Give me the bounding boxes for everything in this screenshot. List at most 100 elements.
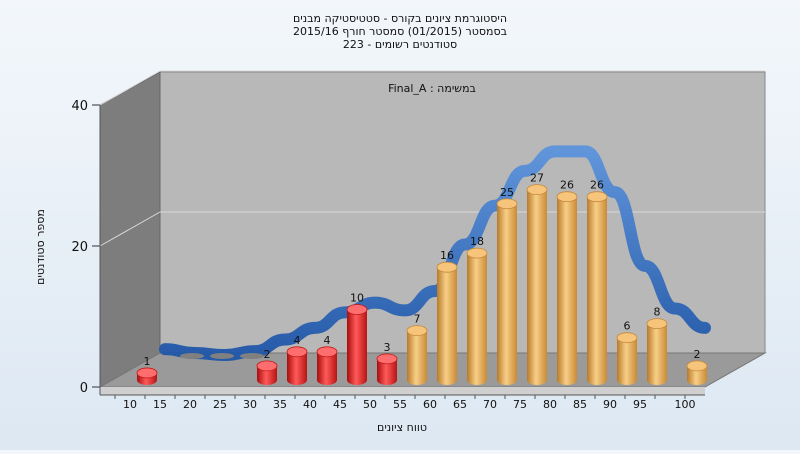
x-tick-label: 60 bbox=[423, 398, 437, 411]
bar-10: 1 bbox=[136, 355, 158, 385]
bar-cap bbox=[526, 184, 548, 196]
grid-line bbox=[99, 70, 161, 106]
bar-85: 26 bbox=[586, 179, 608, 385]
bar-cap bbox=[136, 367, 158, 379]
bar-body bbox=[617, 337, 637, 385]
bar-body bbox=[377, 358, 397, 385]
bar-empty bbox=[210, 353, 234, 359]
bar-value-label: 3 bbox=[384, 341, 391, 354]
bar-cap bbox=[466, 247, 488, 259]
bar-value-label: 16 bbox=[440, 249, 454, 262]
x-tick-label: 80 bbox=[543, 398, 557, 411]
bar-value-label: 25 bbox=[500, 186, 514, 199]
bar-value-label: 27 bbox=[530, 172, 544, 185]
grid-line bbox=[99, 211, 161, 247]
x-tick-label: 90 bbox=[603, 398, 617, 411]
y-axis-label: מספר סטודנטים bbox=[34, 209, 47, 285]
bar-value-label: 4 bbox=[324, 334, 331, 347]
bar-65: 18 bbox=[466, 235, 488, 385]
x-tick-label: 85 bbox=[573, 398, 587, 411]
x-tick-label: 55 bbox=[393, 398, 407, 411]
bar-cap bbox=[616, 332, 638, 344]
bar-cap bbox=[556, 191, 578, 203]
bar-body bbox=[527, 189, 547, 385]
bar-body bbox=[467, 253, 487, 385]
y-tick-label: 20 bbox=[71, 240, 88, 255]
bar-value-label: 2 bbox=[694, 348, 701, 361]
bar-value-label: 4 bbox=[294, 334, 301, 347]
x-axis-label: טווח ציונים bbox=[377, 421, 427, 434]
bar-cap bbox=[496, 198, 518, 210]
bar-value-label: 8 bbox=[654, 306, 661, 319]
x-tick-label: 45 bbox=[333, 398, 347, 411]
bar-cap bbox=[346, 304, 368, 315]
bar-100: 2 bbox=[686, 348, 708, 385]
bar-45: 10 bbox=[346, 292, 368, 385]
x-tick-label: 75 bbox=[513, 398, 527, 411]
x-tick-label: 50 bbox=[363, 398, 377, 411]
bar-cap bbox=[586, 191, 608, 203]
bar-value-label: 26 bbox=[560, 179, 574, 192]
bar-body bbox=[317, 351, 337, 385]
y-tick-label: 0 bbox=[80, 381, 88, 396]
bar-body bbox=[647, 323, 667, 385]
bar-75: 27 bbox=[526, 172, 548, 385]
bar-55: 7 bbox=[406, 313, 428, 385]
bar-empty bbox=[180, 353, 204, 359]
bar-body bbox=[497, 203, 517, 385]
chart-front-strip bbox=[100, 387, 705, 395]
bar-value-label: 18 bbox=[470, 235, 484, 248]
bar-body bbox=[407, 330, 427, 385]
bar-70: 25 bbox=[496, 186, 518, 385]
x-tick-label: 30 bbox=[243, 398, 257, 411]
bar-cap bbox=[256, 360, 278, 372]
bar-90: 6 bbox=[616, 320, 638, 385]
x-tick-label: 25 bbox=[213, 398, 227, 411]
x-tick-label: 40 bbox=[303, 398, 317, 411]
x-tick-label: 35 bbox=[273, 398, 287, 411]
bar-25 bbox=[240, 353, 264, 359]
x-tick-label: 95 bbox=[633, 398, 647, 411]
bar-body bbox=[437, 267, 457, 385]
bar-cap bbox=[286, 346, 308, 358]
bar-80: 26 bbox=[556, 179, 578, 385]
chart-title-line-2: בסמסטר (01/2015) סמסטר חורף 2015/16 bbox=[293, 25, 507, 38]
bar-20 bbox=[210, 353, 234, 359]
bar-50: 3 bbox=[376, 341, 398, 385]
x-tick-label: 10 bbox=[123, 398, 137, 411]
chart-subtitle: Final_A : במשימה bbox=[388, 82, 476, 95]
bar-body bbox=[257, 365, 277, 385]
bar-cap bbox=[436, 261, 458, 273]
bar-cap bbox=[646, 318, 668, 330]
x-tick-label: 100 bbox=[675, 398, 696, 411]
bar-value-label: 7 bbox=[414, 313, 421, 326]
bar-30: 2 bbox=[256, 348, 278, 385]
bar-value-label: 26 bbox=[590, 179, 604, 192]
bar-value-label: 2 bbox=[264, 348, 271, 361]
bar-body bbox=[557, 196, 577, 385]
bar-95: 8 bbox=[646, 306, 668, 385]
bar-body bbox=[287, 351, 307, 385]
bar-value-label: 6 bbox=[624, 320, 631, 333]
chart-title-line-1: היסטוגרמת ציונים בקורס - סטטיסטיקה מבנים bbox=[293, 12, 507, 25]
bar-60: 16 bbox=[436, 249, 458, 385]
bar-body bbox=[587, 196, 607, 385]
bar-value-label: 10 bbox=[350, 292, 364, 305]
bar-body bbox=[687, 365, 707, 385]
bar-empty bbox=[240, 353, 264, 359]
x-tick-label: 65 bbox=[453, 398, 467, 411]
bar-cap bbox=[376, 353, 398, 365]
bar-40: 4 bbox=[316, 334, 338, 385]
x-tick-label: 70 bbox=[483, 398, 497, 411]
bar-cap bbox=[406, 325, 428, 337]
x-tick-label: 20 bbox=[183, 398, 197, 411]
bar-15 bbox=[180, 353, 204, 359]
bar-35: 4 bbox=[286, 334, 308, 385]
bar-body bbox=[347, 309, 367, 385]
chart-title-line-3: 223 - סטודנטים רשומים bbox=[343, 38, 457, 51]
bar-value-label: 1 bbox=[144, 355, 151, 368]
bar-cap bbox=[686, 360, 708, 372]
bar-cap bbox=[316, 346, 338, 358]
